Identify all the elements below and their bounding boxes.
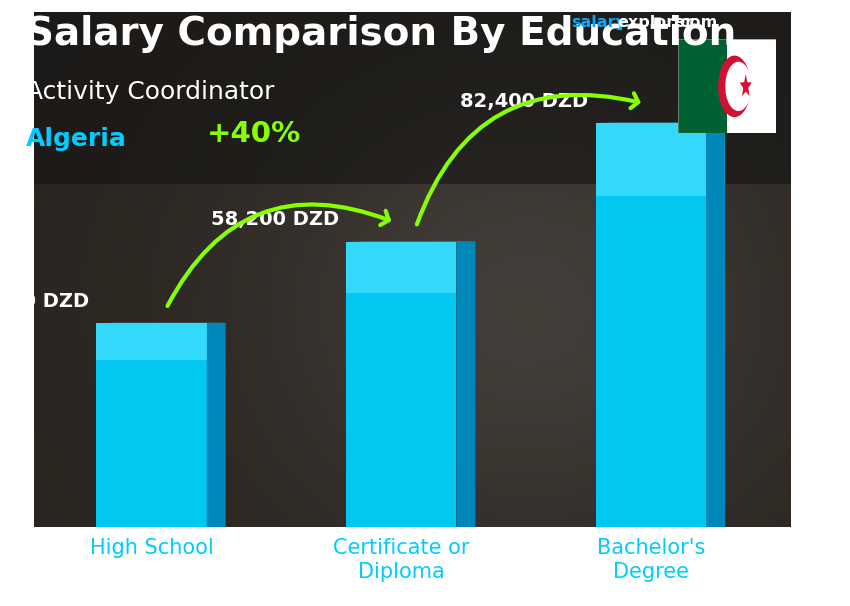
Bar bbox=[346, 242, 456, 527]
Text: Algeria: Algeria bbox=[26, 127, 127, 152]
Bar bbox=[4, 12, 813, 184]
Bar bbox=[678, 39, 728, 133]
Bar bbox=[96, 323, 207, 360]
Text: 82,400 DZD: 82,400 DZD bbox=[461, 92, 588, 111]
Bar bbox=[596, 123, 706, 196]
Text: explorer: explorer bbox=[617, 15, 694, 30]
Polygon shape bbox=[706, 122, 725, 527]
Text: Salary Comparison By Education: Salary Comparison By Education bbox=[26, 15, 736, 53]
Polygon shape bbox=[456, 241, 475, 527]
Bar bbox=[596, 123, 706, 527]
Text: 58,200 DZD: 58,200 DZD bbox=[211, 210, 339, 230]
Polygon shape bbox=[207, 323, 226, 527]
Text: Average Monthly Salary: Average Monthly Salary bbox=[822, 281, 836, 422]
Text: +40%: +40% bbox=[207, 120, 302, 148]
Text: Activity Coordinator: Activity Coordinator bbox=[26, 80, 274, 104]
Circle shape bbox=[719, 56, 751, 116]
Circle shape bbox=[726, 62, 751, 110]
Text: .com: .com bbox=[674, 15, 717, 30]
Text: salary: salary bbox=[571, 15, 626, 30]
Text: 41,600 DZD: 41,600 DZD bbox=[0, 292, 89, 311]
Polygon shape bbox=[740, 74, 751, 96]
Bar bbox=[728, 39, 776, 133]
Bar bbox=[346, 242, 456, 293]
Bar bbox=[96, 323, 207, 527]
